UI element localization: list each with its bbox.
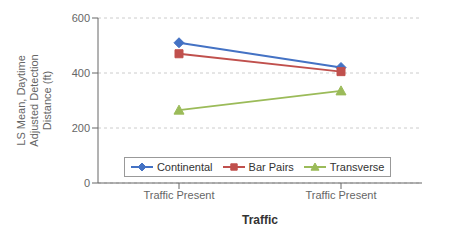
svg-text:400: 400: [72, 67, 90, 79]
html-text:Continental: Continental: [156, 161, 213, 173]
svg-text:Traffic Present: Traffic Present: [144, 189, 215, 201]
html-text:Bar Pairs: Bar Pairs: [248, 161, 294, 173]
svg-text:0: 0: [84, 177, 90, 189]
svg-text:Traffic: Traffic: [242, 213, 278, 227]
svg-text:LS Mean, DaytimeAdjusted Detec: LS Mean, DaytimeAdjusted DetectionDistan…: [15, 54, 52, 146]
svg-text:Traffic Present: Traffic Present: [306, 189, 377, 201]
svg-text:200: 200: [72, 122, 90, 134]
svg-text:600: 600: [72, 12, 90, 24]
html-text:Transverse: Transverse: [329, 161, 385, 173]
